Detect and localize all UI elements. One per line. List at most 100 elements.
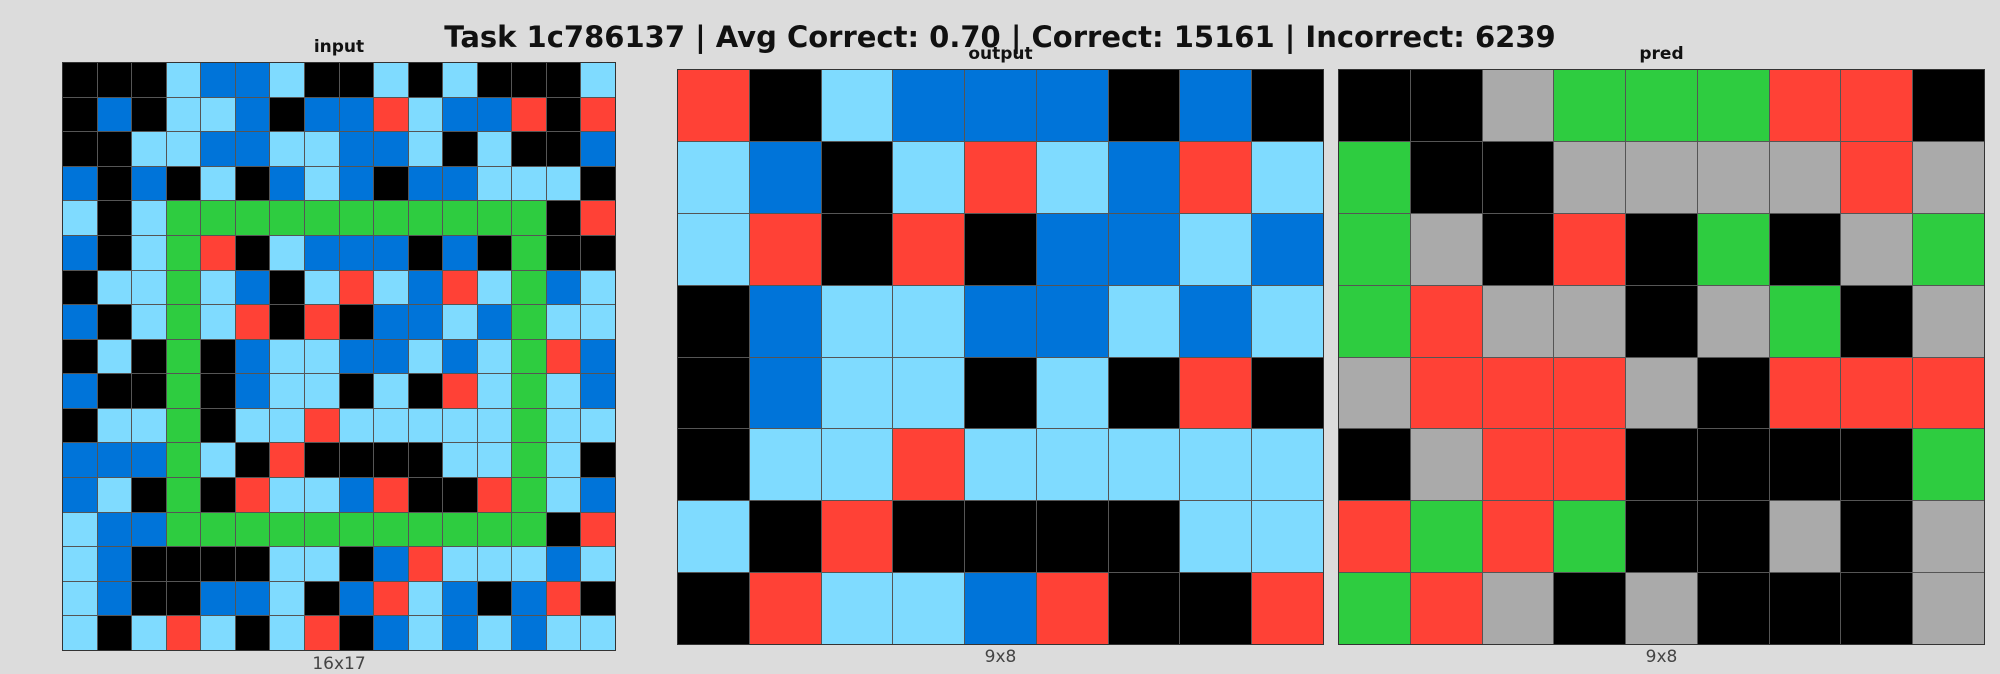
grid-cell [1036,285,1108,357]
grid-cell [749,285,821,357]
grid-cell [678,573,749,644]
grid-cell [270,63,304,97]
grid-cell [1108,501,1180,573]
grid-cell [1252,429,1323,501]
grid-cell [443,305,477,339]
grid-cell [166,512,201,547]
grid-cell [1913,501,1984,573]
grid-cell [166,97,201,132]
grid-cell [374,374,408,408]
grid-cell [270,132,304,166]
grid-cell [1180,429,1252,501]
grid-cell [1108,357,1180,429]
grid-cell [1108,429,1180,501]
grid-cell [546,235,581,270]
grid-cell [1697,501,1769,573]
grid-cell [235,132,270,166]
grid-cell [374,616,408,650]
grid-cell [132,374,166,408]
grid-cell [443,443,477,478]
grid-cell [408,63,443,97]
output-dims-label: 9x8 [984,647,1017,667]
grid-cell [270,374,304,408]
grid-cell [512,478,546,512]
grid-cell [408,616,443,650]
grid-cell [408,305,443,339]
grid-cell [1482,501,1554,573]
grid-cell [1410,141,1482,213]
grid-cell [201,581,235,616]
grid-cell [270,166,304,201]
grid-cell [235,63,270,97]
grid-cell [270,478,304,512]
grid-cell [1697,357,1769,429]
grid-cell [201,97,235,132]
grid-cell [270,547,304,581]
grid-cell [235,616,270,650]
grid-cell [581,547,615,581]
grid-cell [374,63,408,97]
grid-cell [546,581,581,616]
grid-cell [408,201,443,235]
grid-cell [1626,573,1697,644]
grid-cell [443,581,477,616]
grid-cell [581,374,615,408]
grid-cell [1410,285,1482,357]
grid-cell [132,408,166,443]
grid-cell [201,132,235,166]
grid-cell [132,478,166,512]
grid-cell [1036,213,1108,285]
grid-cell [1108,573,1180,644]
grid-cell [749,141,821,213]
grid-cell [581,443,615,478]
grid-cell [821,141,893,213]
grid-cell [1841,213,1913,285]
grid-cell [97,408,132,443]
grid-cell [512,63,546,97]
grid-cell [581,339,615,374]
grid-cell [581,166,615,201]
grid-cell [821,70,893,141]
grid-cell [235,97,270,132]
output-panel-label: output [968,44,1033,64]
grid-cell [965,141,1036,213]
grid-cell [270,305,304,339]
grid-cell [1036,573,1108,644]
grid-cell [1626,357,1697,429]
grid-cell [1626,70,1697,141]
grid-cell [408,443,443,478]
grid-cell [443,132,477,166]
grid-cell [477,374,512,408]
grid-cell [201,478,235,512]
grid-cell [893,357,965,429]
grid-cell [339,166,374,201]
grid-cell [1252,213,1323,285]
grid-cell [304,270,339,305]
grid-cell [132,132,166,166]
grid-cell [512,547,546,581]
grid-cell [270,408,304,443]
grid-cell [408,97,443,132]
grid-cell [374,166,408,201]
grid-cell [304,581,339,616]
grid-cell [581,512,615,547]
grid-cell [408,581,443,616]
grid-cell [97,581,132,616]
grid-cell [166,201,201,235]
grid-cell [408,235,443,270]
grid-cell [201,616,235,650]
grid-cell [678,70,749,141]
grid-cell [1482,573,1554,644]
grid-cell [1339,213,1410,285]
grid-cell [304,478,339,512]
grid-cell [1841,573,1913,644]
grid-cell [1554,141,1626,213]
grid-cell [97,443,132,478]
grid-cell [339,512,374,547]
grid-cell [1108,70,1180,141]
grid-cell [678,213,749,285]
grid-cell [374,408,408,443]
grid-cell [443,478,477,512]
grid-cell [304,132,339,166]
grid-cell [546,443,581,478]
